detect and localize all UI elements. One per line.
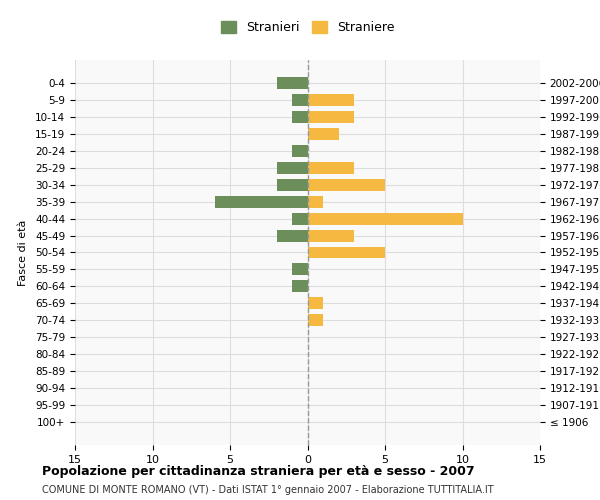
Bar [292,112,308,123]
Y-axis label: Fasce di età: Fasce di età [18,220,28,286]
Legend: Stranieri, Straniere: Stranieri, Straniere [216,16,399,39]
Bar [215,196,308,207]
Bar [308,162,354,174]
Bar [277,179,308,191]
Bar [308,94,354,106]
Bar [308,112,354,123]
Bar [308,314,323,326]
Text: COMUNE DI MONTE ROMANO (VT) - Dati ISTAT 1° gennaio 2007 - Elaborazione TUTTITAL: COMUNE DI MONTE ROMANO (VT) - Dati ISTAT… [42,485,494,495]
Bar [308,298,323,309]
Bar [292,264,308,276]
Bar [292,94,308,106]
Bar [308,230,354,241]
Bar [292,213,308,224]
Bar [308,128,338,140]
Bar [308,213,463,224]
Bar [292,145,308,157]
Bar [277,162,308,174]
Bar [277,230,308,241]
Bar [308,179,385,191]
Bar [308,196,323,207]
Bar [308,246,385,258]
Text: Popolazione per cittadinanza straniera per età e sesso - 2007: Popolazione per cittadinanza straniera p… [42,465,475,478]
Bar [292,280,308,292]
Bar [277,78,308,90]
